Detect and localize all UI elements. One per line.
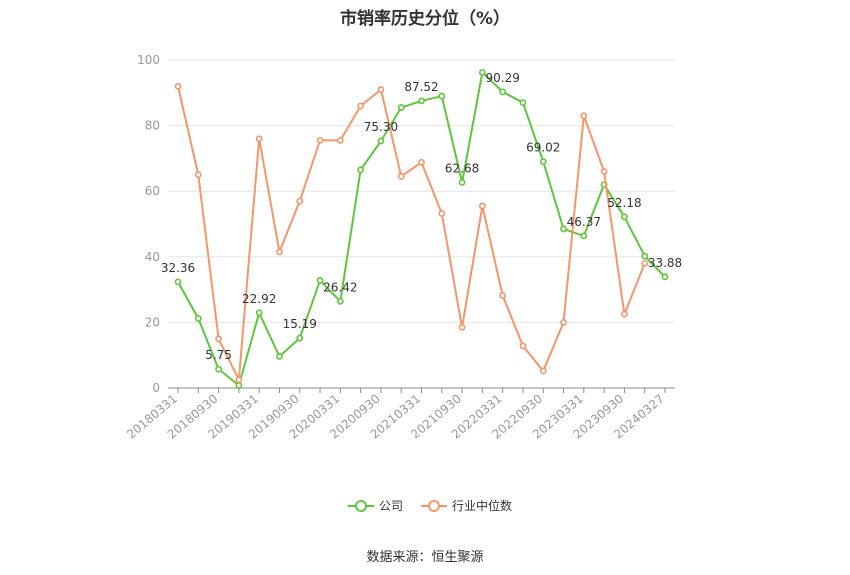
data-point [397,173,405,180]
data-label: 5.75 [205,348,232,362]
legend[interactable]: 公司 行业中位数 [348,498,512,513]
data-point [276,353,283,360]
data-point [478,69,486,76]
data-point [336,297,344,305]
y-tick-label: 20 [145,315,160,329]
data-point [215,335,222,343]
data-point [336,136,344,144]
data-label: 33.88 [648,256,682,270]
data-label-layer: 32.36 5.75 22.92 15.19 26.42 75.30 87.52 62.68 9… [161,71,682,362]
legend-marker-icon [355,500,367,512]
data-point [519,342,527,350]
data-point [357,166,365,174]
data-point [235,381,243,389]
series-line [177,86,646,381]
data-point [600,168,608,175]
y-tick-label: 0 [152,381,160,395]
data-point [499,292,507,299]
data-point [357,102,365,110]
data-point [458,179,466,186]
data-point [621,213,628,221]
data-point [560,318,567,326]
grid-layer [168,59,675,323]
legend-label: 行业中位数 [452,498,512,513]
data-point [296,334,304,342]
data-point [255,135,263,143]
data-point [174,82,182,90]
data-point [621,310,628,318]
data-point [580,232,588,240]
data-label: 62.68 [445,161,479,175]
data-point [316,136,324,144]
data-label: 75.30 [364,120,398,134]
data-point [478,202,486,210]
data-point [499,88,507,96]
data-point [377,86,385,93]
data-point [235,376,243,384]
data-point [539,367,547,375]
data-point [377,137,385,145]
data-label: 87.52 [404,80,438,94]
data-label: 32.36 [161,261,195,275]
series-company [174,69,669,389]
data-point [276,248,283,256]
data-point [580,112,588,120]
data-point [438,92,446,100]
data-point [539,158,547,166]
data-point [418,158,425,166]
legend-label: 公司 [379,499,403,513]
data-point [661,273,669,281]
data-point [641,259,649,267]
legend-item-company[interactable]: 公司 [348,499,403,513]
data-point [194,315,202,322]
data-point [458,323,466,331]
data-point [296,197,304,205]
y-tick-label: 40 [145,250,160,264]
data-point [194,171,202,179]
data-label: 26.42 [323,280,357,294]
legend-marker-icon [428,500,440,512]
data-point [641,252,649,260]
y-tick-label: 60 [145,184,160,198]
data-label: 69.02 [526,141,560,155]
y-tick-label: 80 [145,119,160,133]
data-label: 46.37 [567,215,601,229]
data-point [174,278,182,286]
source-note: 数据来源：恒生聚源 [366,550,484,565]
chart-title: 市销率历史分位（%） [339,9,511,29]
data-point [519,99,527,107]
series-industry-median [174,82,649,384]
data-label: 22.92 [242,292,276,306]
data-point [418,97,425,105]
data-point [255,309,263,317]
data-point [560,225,567,233]
data-label: 52.18 [607,196,641,210]
data-point [316,277,324,284]
data-point [438,210,446,217]
data-point [215,365,222,373]
y-tick-label: 100 [137,53,160,67]
data-label: 15.19 [283,317,317,331]
data-point [397,104,405,111]
legend-item-industry-median[interactable]: 行业中位数 [421,498,512,513]
data-label: 90.29 [485,71,519,85]
series-layer [174,69,669,389]
